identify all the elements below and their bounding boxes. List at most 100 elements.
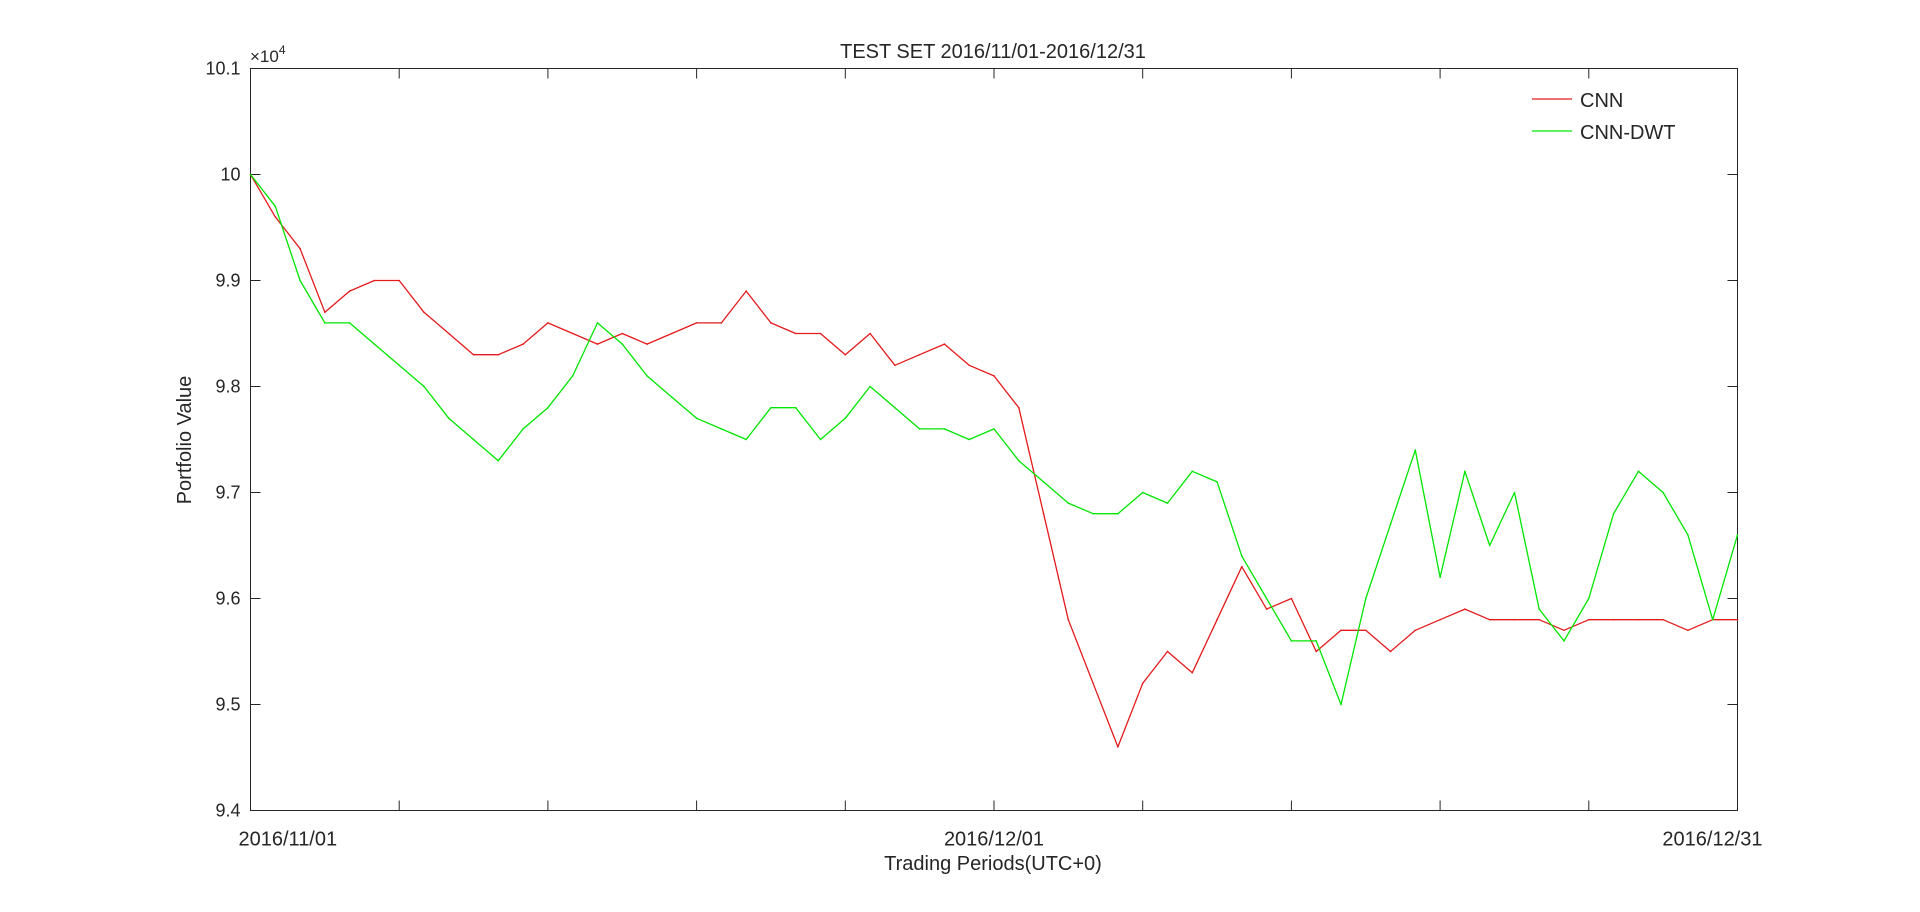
series-0-point-4 — [348, 290, 351, 292]
y-axis: 9.4 9.5 9.6 9.7 9.8 9.9 10 10.1 — [205, 59, 1738, 821]
plot-frame — [250, 68, 1738, 811]
series-0-point-40 — [1241, 565, 1243, 568]
series-1-point-27 — [918, 428, 921, 430]
series-1-point-48 — [1439, 576, 1441, 579]
series-0-point-47 — [1414, 629, 1417, 632]
legend-label-cnn-dwt: CNN-DWT — [1580, 122, 1676, 144]
series-1-point-31 — [1017, 459, 1020, 462]
series-1-point-13 — [571, 375, 574, 377]
series-0-point-1 — [274, 216, 277, 218]
series-1-point-19 — [720, 428, 723, 430]
series-0-point-6 — [398, 279, 401, 282]
series-1-point-29 — [968, 438, 971, 441]
series-0-point-58 — [1687, 629, 1689, 632]
y-tick-label-3: 9.7 — [215, 483, 240, 503]
series-0-point-50 — [1488, 618, 1491, 621]
series-0-point-20 — [745, 290, 747, 292]
series-1-point-49 — [1464, 470, 1466, 473]
series-0-point-11 — [522, 343, 524, 345]
series-1-point-33 — [1067, 502, 1070, 504]
series-1-point-50 — [1488, 544, 1491, 547]
series-1-point-21 — [770, 406, 772, 409]
series-0-point-44 — [1340, 629, 1342, 632]
series-1-point-11 — [522, 428, 524, 430]
series-cnn — [249, 173, 1739, 748]
series-0-point-27 — [918, 353, 921, 356]
series-1-point-45 — [1364, 597, 1367, 600]
series-1-point-56 — [1637, 470, 1640, 473]
series-1-point-52 — [1538, 608, 1541, 610]
series-1-point-18 — [695, 417, 698, 420]
series-layer — [249, 173, 1739, 748]
series-0-point-23 — [819, 332, 822, 335]
series-0-point-33 — [1067, 618, 1070, 621]
series-0-point-39 — [1216, 618, 1218, 621]
series-1-point-12 — [547, 406, 549, 409]
x-tick-label-1: 2016/12/01 — [944, 829, 1044, 851]
series-1-point-22 — [794, 406, 797, 409]
legend-label-cnn: CNN — [1580, 90, 1623, 112]
y-exponent-base: ×10 — [250, 47, 279, 66]
legend: CNN CNN-DWT — [1532, 90, 1676, 144]
series-0-point-8 — [447, 332, 450, 335]
series-1-point-17 — [671, 396, 673, 398]
series-1-point-38 — [1191, 470, 1194, 473]
series-0-point-37 — [1166, 650, 1169, 653]
series-1-point-14 — [596, 322, 599, 324]
series-0-point-15 — [621, 332, 624, 335]
series-1-point-39 — [1216, 481, 1218, 483]
series-0-point-48 — [1439, 618, 1441, 621]
series-0-point-31 — [1017, 406, 1020, 409]
series-0-point-17 — [671, 332, 673, 335]
series-1-point-6 — [398, 364, 401, 367]
series-1-point-40 — [1241, 555, 1243, 557]
series-1-point-23 — [819, 438, 822, 441]
series-0-point-14 — [596, 343, 599, 345]
series-1-point-28 — [943, 428, 946, 430]
series-0-point-32 — [1042, 512, 1045, 515]
series-1-point-36 — [1141, 491, 1144, 494]
series-0-point-24 — [844, 353, 847, 356]
series-1-point-4 — [348, 322, 351, 324]
series-0-point-2 — [299, 247, 301, 250]
series-0-point-29 — [968, 364, 971, 367]
series-1-point-7 — [423, 385, 425, 388]
series-0-point-7 — [423, 311, 425, 314]
series-0-point-28 — [943, 343, 946, 345]
x-axis-label: Trading Periods(UTC+0) — [884, 853, 1102, 875]
series-1-point-37 — [1166, 502, 1169, 504]
series-0-point-45 — [1364, 629, 1367, 632]
series-1-point-57 — [1662, 491, 1664, 494]
series-1-point-5 — [373, 343, 376, 345]
series-1-point-58 — [1687, 534, 1689, 536]
series-cnn-dwt — [249, 173, 1739, 706]
series-0-point-34 — [1092, 682, 1094, 685]
series-0-point-49 — [1464, 608, 1466, 610]
x-tick-label-0: 2016/11/01 — [239, 829, 338, 851]
series-0-point-26 — [894, 364, 896, 367]
y-exponent-power: 4 — [279, 43, 286, 57]
series-1-point-30 — [993, 428, 995, 430]
series-1-point-8 — [447, 417, 450, 420]
series-1-point-54 — [1588, 597, 1590, 600]
series-1-point-15 — [621, 343, 624, 345]
series-0-point-55 — [1612, 618, 1615, 621]
series-1-point-59 — [1711, 618, 1714, 621]
series-0-point-5 — [373, 279, 376, 282]
series-0-point-56 — [1637, 618, 1640, 621]
series-1-point-20 — [745, 438, 747, 441]
plot-area — [250, 68, 1738, 811]
series-1-point-0 — [249, 173, 252, 176]
series-0-point-35 — [1117, 746, 1119, 748]
series-0-point-52 — [1538, 618, 1541, 621]
series-0-point-9 — [472, 353, 475, 356]
series-0-point-43 — [1315, 650, 1317, 653]
series-0-point-12 — [547, 322, 549, 324]
series-1-point-16 — [646, 375, 648, 377]
series-1-point-3 — [324, 322, 326, 324]
series-0-point-54 — [1588, 618, 1590, 621]
series-1-point-46 — [1389, 523, 1392, 526]
series-1-point-34 — [1092, 512, 1094, 515]
series-0-point-22 — [794, 332, 797, 335]
